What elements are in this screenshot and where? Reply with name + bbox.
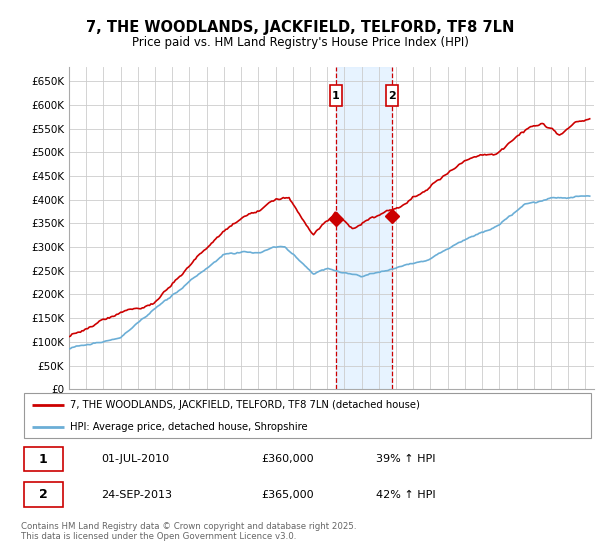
FancyBboxPatch shape — [24, 447, 63, 471]
Text: 39% ↑ HPI: 39% ↑ HPI — [376, 454, 436, 464]
Text: 01-JUL-2010: 01-JUL-2010 — [101, 454, 169, 464]
Text: £360,000: £360,000 — [262, 454, 314, 464]
FancyBboxPatch shape — [386, 85, 398, 106]
Text: Contains HM Land Registry data © Crown copyright and database right 2025.
This d: Contains HM Land Registry data © Crown c… — [21, 522, 356, 542]
Text: 1: 1 — [332, 91, 340, 101]
FancyBboxPatch shape — [24, 394, 591, 438]
Text: 2: 2 — [39, 488, 48, 501]
Text: 1: 1 — [39, 452, 48, 465]
FancyBboxPatch shape — [24, 483, 63, 507]
Text: 7, THE WOODLANDS, JACKFIELD, TELFORD, TF8 7LN (detached house): 7, THE WOODLANDS, JACKFIELD, TELFORD, TF… — [70, 400, 419, 410]
Text: 42% ↑ HPI: 42% ↑ HPI — [376, 489, 436, 500]
FancyBboxPatch shape — [330, 85, 342, 106]
Text: HPI: Average price, detached house, Shropshire: HPI: Average price, detached house, Shro… — [70, 422, 307, 432]
Text: 2: 2 — [388, 91, 395, 101]
Bar — [336, 67, 392, 389]
Text: 7, THE WOODLANDS, JACKFIELD, TELFORD, TF8 7LN: 7, THE WOODLANDS, JACKFIELD, TELFORD, TF… — [86, 20, 514, 35]
Text: Price paid vs. HM Land Registry's House Price Index (HPI): Price paid vs. HM Land Registry's House … — [131, 36, 469, 49]
Text: £365,000: £365,000 — [262, 489, 314, 500]
Text: 24-SEP-2013: 24-SEP-2013 — [101, 489, 172, 500]
